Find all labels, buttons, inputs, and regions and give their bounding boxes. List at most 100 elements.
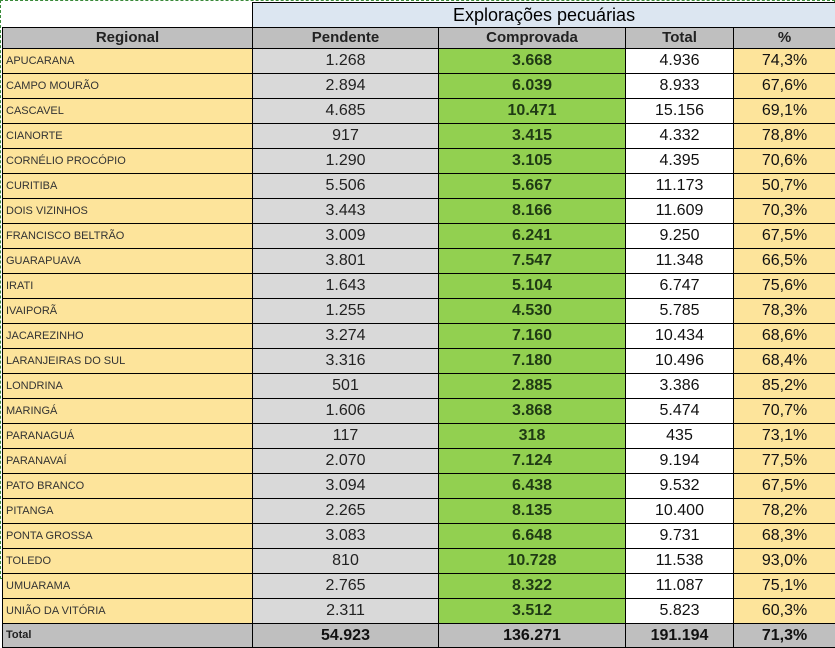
regional-cell[interactable]: CAMPO MOURÃO (3, 74, 253, 99)
pendente-cell[interactable]: 1.268 (253, 49, 439, 74)
comprovada-cell[interactable]: 10.728 (439, 549, 626, 574)
pendente-cell[interactable]: 3.316 (253, 349, 439, 374)
total-cell[interactable]: 11.087 (626, 574, 734, 599)
total-cell[interactable]: 4.332 (626, 124, 734, 149)
total-label-cell[interactable]: Total (3, 624, 253, 648)
total-cell[interactable]: 10.400 (626, 499, 734, 524)
column-header-pendente[interactable]: Pendente (253, 28, 439, 49)
regional-cell[interactable]: PARANAGUÁ (3, 424, 253, 449)
total-total-cell[interactable]: 191.194 (626, 624, 734, 648)
regional-cell[interactable]: LARANJEIRAS DO SUL (3, 349, 253, 374)
total-cell[interactable]: 11.609 (626, 199, 734, 224)
pendente-cell[interactable]: 1.643 (253, 274, 439, 299)
comprovada-cell[interactable]: 7.160 (439, 324, 626, 349)
percent-cell[interactable]: 68,4% (734, 349, 835, 374)
percent-cell[interactable]: 68,3% (734, 524, 835, 549)
regional-cell[interactable]: PITANGA (3, 499, 253, 524)
regional-cell[interactable]: CURITIBA (3, 174, 253, 199)
percent-cell[interactable]: 67,5% (734, 224, 835, 249)
comprovada-cell[interactable]: 8.166 (439, 199, 626, 224)
regional-cell[interactable]: GUARAPUAVA (3, 249, 253, 274)
percent-cell[interactable]: 67,5% (734, 474, 835, 499)
pendente-cell[interactable]: 2.070 (253, 449, 439, 474)
total-cell[interactable]: 11.538 (626, 549, 734, 574)
regional-cell[interactable]: PONTA GROSSA (3, 524, 253, 549)
pendente-cell[interactable]: 5.506 (253, 174, 439, 199)
total-cell[interactable]: 11.348 (626, 249, 734, 274)
pendente-cell[interactable]: 3.443 (253, 199, 439, 224)
regional-cell[interactable]: DOIS VIZINHOS (3, 199, 253, 224)
regional-cell[interactable]: APUCARANA (3, 49, 253, 74)
regional-cell[interactable]: CORNÉLIO PROCÓPIO (3, 149, 253, 174)
pendente-cell[interactable]: 3.274 (253, 324, 439, 349)
percent-cell[interactable]: 74,3% (734, 49, 835, 74)
percent-cell[interactable]: 75,1% (734, 574, 835, 599)
regional-cell[interactable]: MARINGÁ (3, 399, 253, 424)
pendente-cell[interactable]: 917 (253, 124, 439, 149)
pendente-cell[interactable]: 501 (253, 374, 439, 399)
total-cell[interactable]: 3.386 (626, 374, 734, 399)
total-cell[interactable]: 9.731 (626, 524, 734, 549)
total-cell[interactable]: 15.156 (626, 99, 734, 124)
regional-cell[interactable]: CIANORTE (3, 124, 253, 149)
group-header-cell[interactable]: Explorações pecuárias (253, 3, 835, 28)
regional-cell[interactable]: PATO BRANCO (3, 474, 253, 499)
total-cell[interactable]: 10.496 (626, 349, 734, 374)
comprovada-cell[interactable]: 3.415 (439, 124, 626, 149)
total-cell[interactable]: 11.173 (626, 174, 734, 199)
percent-cell[interactable]: 70,7% (734, 399, 835, 424)
pendente-cell[interactable]: 2.265 (253, 499, 439, 524)
pendente-cell[interactable]: 4.685 (253, 99, 439, 124)
pendente-cell[interactable]: 1.290 (253, 149, 439, 174)
comprovada-cell[interactable]: 8.322 (439, 574, 626, 599)
comprovada-cell[interactable]: 7.180 (439, 349, 626, 374)
regional-cell[interactable]: FRANCISCO BELTRÃO (3, 224, 253, 249)
percent-cell[interactable]: 69,1% (734, 99, 835, 124)
total-cell[interactable]: 5.474 (626, 399, 734, 424)
percent-cell[interactable]: 93,0% (734, 549, 835, 574)
total-cell[interactable]: 4.395 (626, 149, 734, 174)
regional-cell[interactable]: UNIÃO DA VITÓRIA (3, 599, 253, 624)
percent-cell[interactable]: 85,2% (734, 374, 835, 399)
total-cell[interactable]: 5.823 (626, 599, 734, 624)
total-cell[interactable]: 8.933 (626, 74, 734, 99)
comprovada-cell[interactable]: 6.039 (439, 74, 626, 99)
regional-cell[interactable]: JACAREZINHO (3, 324, 253, 349)
total-pendente-cell[interactable]: 54.923 (253, 624, 439, 648)
comprovada-cell[interactable]: 6.648 (439, 524, 626, 549)
percent-cell[interactable]: 78,8% (734, 124, 835, 149)
column-header-comprovada[interactable]: Comprovada (439, 28, 626, 49)
total-cell[interactable]: 4.936 (626, 49, 734, 74)
regional-cell[interactable]: LONDRINA (3, 374, 253, 399)
comprovada-cell[interactable]: 7.124 (439, 449, 626, 474)
regional-cell[interactable]: IVAIPORÃ (3, 299, 253, 324)
comprovada-cell[interactable]: 3.868 (439, 399, 626, 424)
column-header-regional[interactable]: Regional (3, 28, 253, 49)
pendente-cell[interactable]: 2.894 (253, 74, 439, 99)
pendente-cell[interactable]: 3.083 (253, 524, 439, 549)
pendente-cell[interactable]: 810 (253, 549, 439, 574)
total-cell[interactable]: 435 (626, 424, 734, 449)
comprovada-cell[interactable]: 5.667 (439, 174, 626, 199)
comprovada-cell[interactable]: 6.241 (439, 224, 626, 249)
percent-cell[interactable]: 75,6% (734, 274, 835, 299)
regional-cell[interactable]: TOLEDO (3, 549, 253, 574)
percent-cell[interactable]: 77,5% (734, 449, 835, 474)
comprovada-cell[interactable]: 8.135 (439, 499, 626, 524)
percent-cell[interactable]: 70,3% (734, 199, 835, 224)
percent-cell[interactable]: 78,2% (734, 499, 835, 524)
pendente-cell[interactable]: 1.255 (253, 299, 439, 324)
total-percent-cell[interactable]: 71,3% (734, 624, 835, 648)
comprovada-cell[interactable]: 3.105 (439, 149, 626, 174)
regional-cell[interactable]: CASCAVEL (3, 99, 253, 124)
comprovada-cell[interactable]: 7.547 (439, 249, 626, 274)
percent-cell[interactable]: 70,6% (734, 149, 835, 174)
comprovada-cell[interactable]: 5.104 (439, 274, 626, 299)
comprovada-cell[interactable]: 10.471 (439, 99, 626, 124)
column-header-percent[interactable]: % (734, 28, 835, 49)
pendente-cell[interactable]: 3.094 (253, 474, 439, 499)
pendente-cell[interactable]: 3.801 (253, 249, 439, 274)
percent-cell[interactable]: 78,3% (734, 299, 835, 324)
pendente-cell[interactable]: 2.311 (253, 599, 439, 624)
regional-cell[interactable]: PARANAVAÍ (3, 449, 253, 474)
